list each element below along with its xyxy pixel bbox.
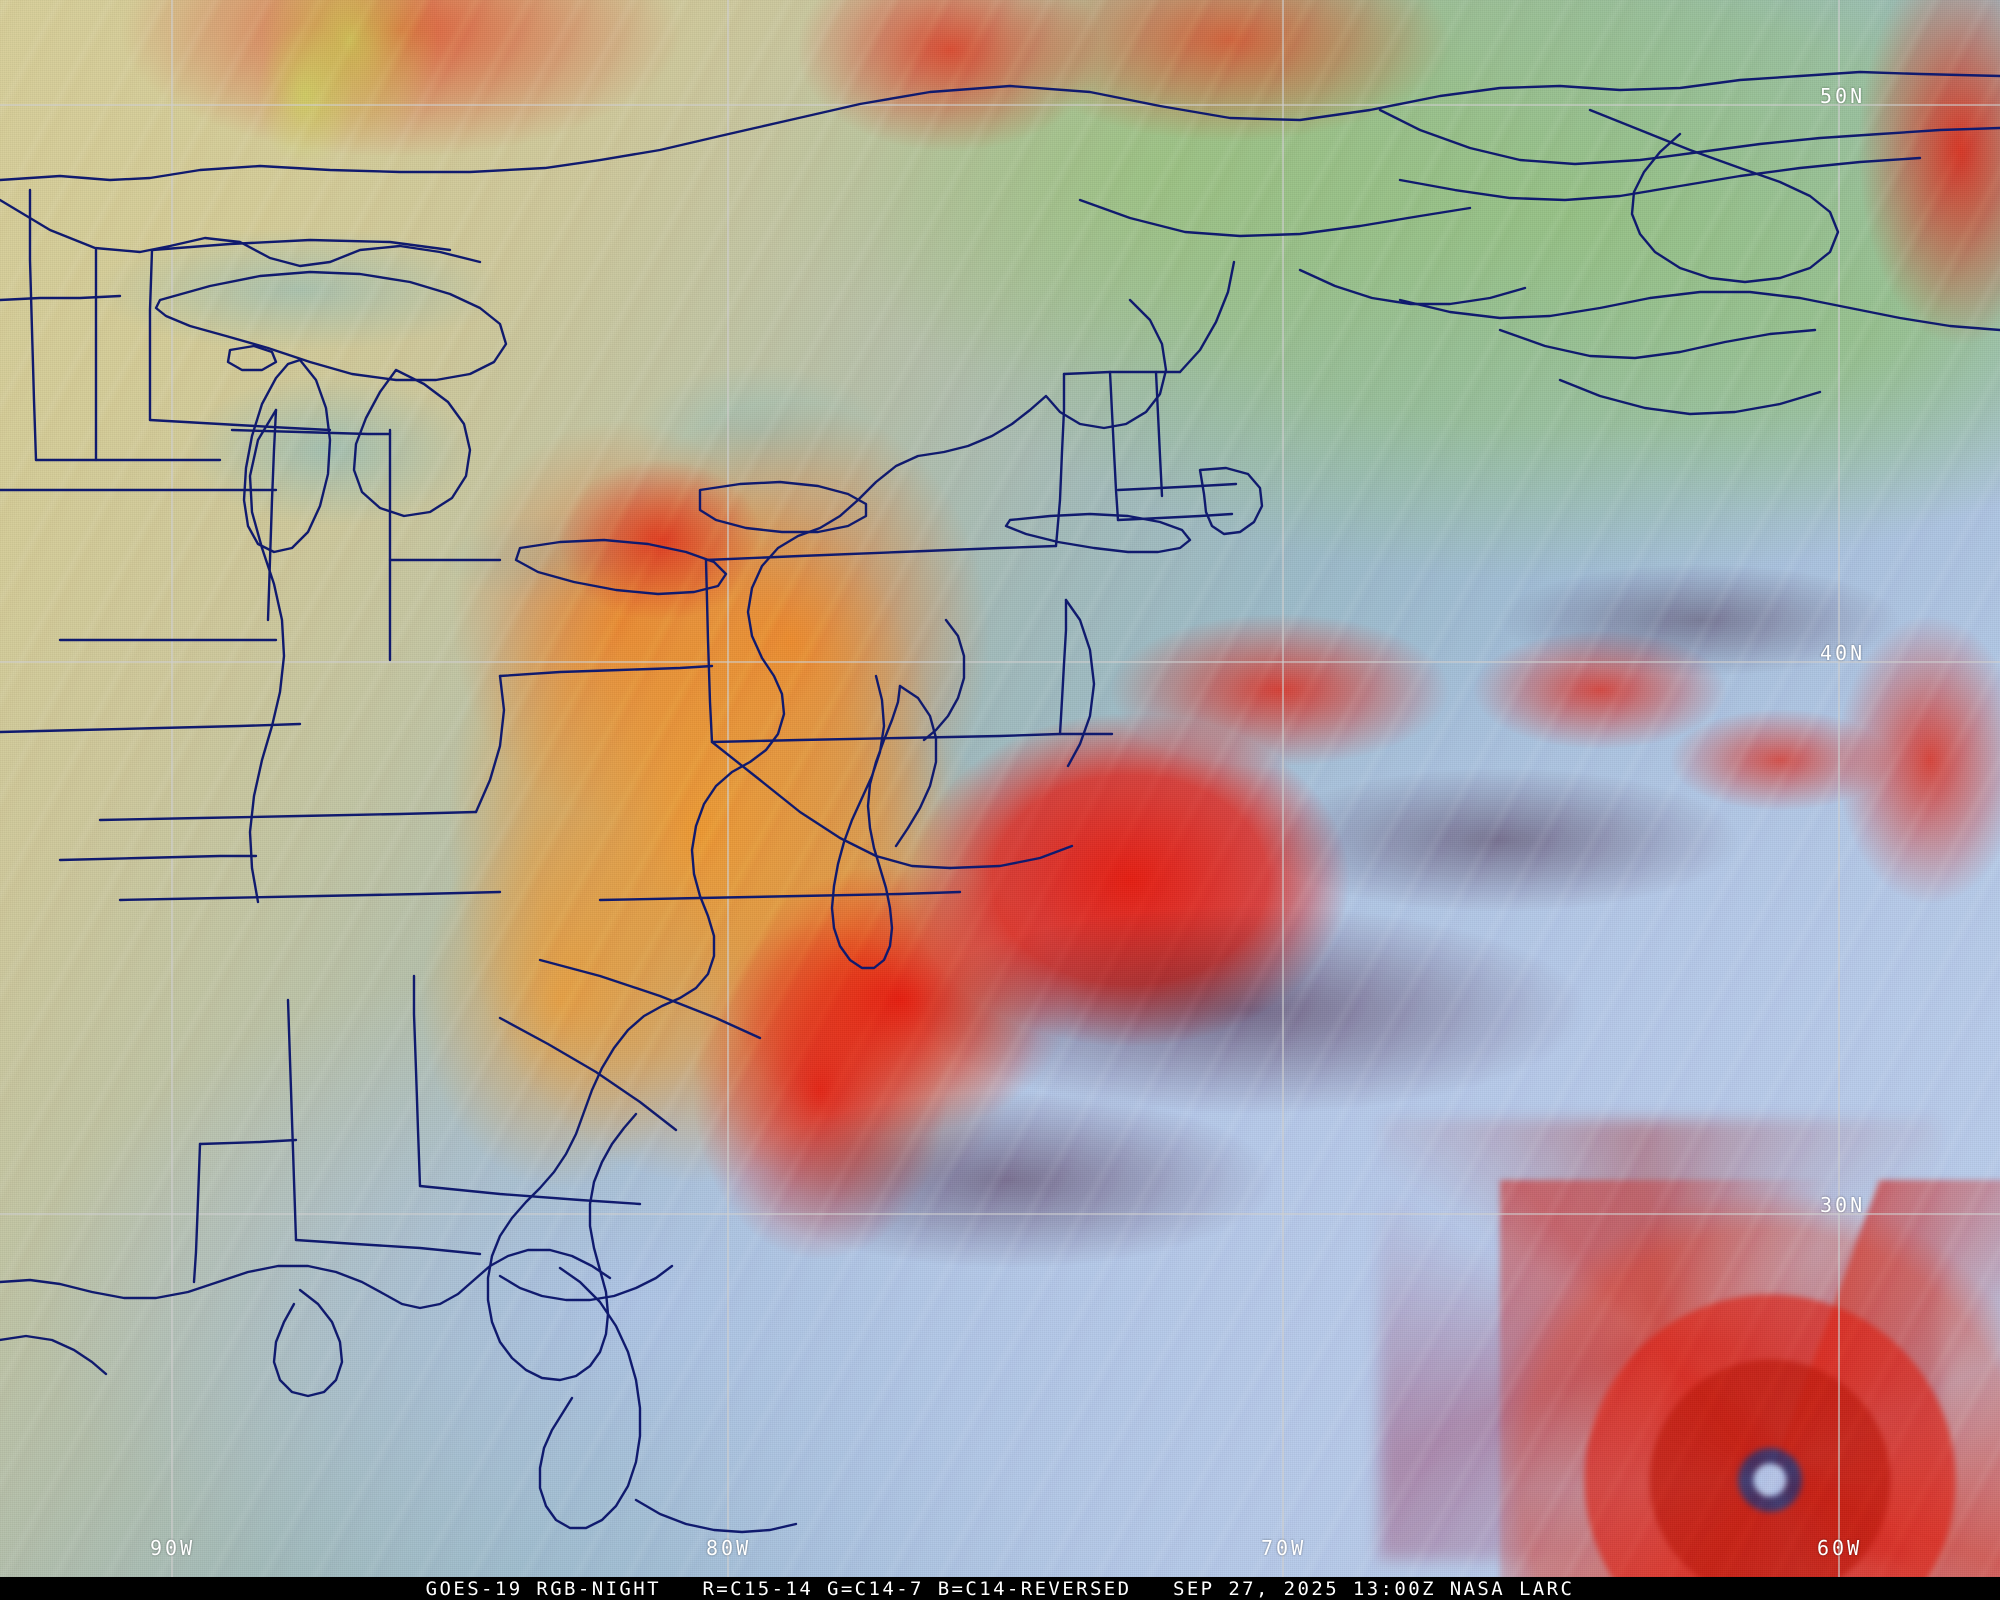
- longitude-label-80w: 80W: [706, 1536, 752, 1560]
- coastline-east-coast: [488, 300, 1166, 1380]
- great-lakes: [156, 272, 866, 594]
- chesapeake-bay: [832, 620, 964, 968]
- tropical-cyclone-feature: [1500, 1180, 2000, 1577]
- coastline-florida: [500, 1266, 796, 1532]
- latitude-label-50n: 50N: [1820, 84, 1866, 108]
- latitude-label-40n: 40N: [1820, 641, 1866, 665]
- state-borders-east: [0, 190, 1236, 1282]
- coastline-maritimes: [1300, 110, 2000, 414]
- coastline-long-island-cape-cod: [1006, 468, 1262, 552]
- longitude-label-70w: 70W: [1261, 1536, 1307, 1560]
- longitude-label-60w: 60W: [1817, 1536, 1863, 1560]
- coastline-canada: [0, 72, 2000, 266]
- product-caption-bar: GOES-19 RGB-NIGHT R=C15-14 G=C14-7 B=C14…: [0, 1577, 2000, 1600]
- longitude-label-90w: 90W: [150, 1536, 196, 1560]
- product-caption-text: GOES-19 RGB-NIGHT R=C15-14 G=C14-7 B=C14…: [425, 1577, 1575, 1600]
- state-borders-midwest: [0, 250, 500, 560]
- latitude-label-30n: 30N: [1820, 1193, 1866, 1217]
- coastline-gulf: [0, 1250, 610, 1396]
